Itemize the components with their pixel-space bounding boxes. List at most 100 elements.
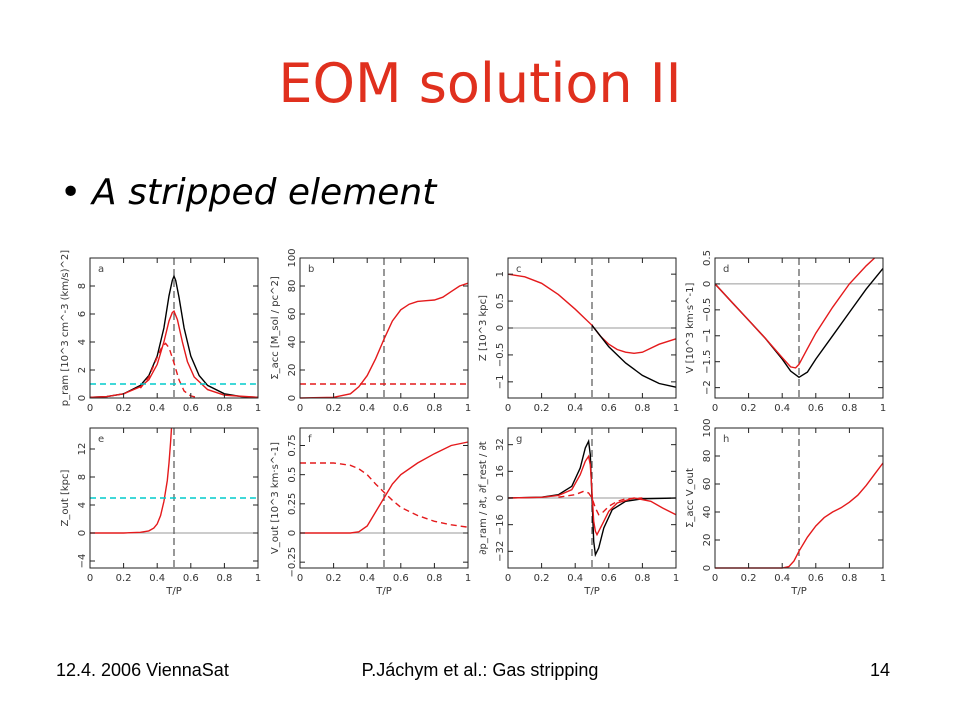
panel-e: 0 0.2 0.4 0.6 0.8 1 −4 0 4 8 12 e Z_out [kpc] T/P [60, 427, 261, 597]
y-tick-label: 0.5 [702, 250, 713, 266]
x-tick-label: 0.8 [841, 403, 857, 414]
slide-title: EOM solution II [278, 52, 682, 115]
x-tick-label: 0.8 [426, 573, 442, 584]
y-axis-label: Σ_acc [M_sol / pc^2] [270, 276, 281, 380]
y-tick-label: 32 [495, 438, 506, 451]
y-tick-label: −4 [77, 554, 88, 569]
series-line-red [300, 441, 469, 534]
x-tick-label: 0.8 [426, 403, 442, 414]
x-tick-label: 0.4 [359, 403, 375, 414]
x-tick-label: 0.4 [774, 403, 790, 414]
y-tick-label: 8 [77, 283, 88, 289]
plot-frame [89, 257, 259, 399]
x-tick-label: 0.6 [183, 403, 199, 414]
y-tick-label: −1 [702, 328, 713, 343]
series-line-red [90, 427, 173, 534]
y-axis-label: V [10^3 km·s^-1] [685, 283, 696, 374]
y-tick-label: −0.25 [287, 547, 298, 578]
y-tick-label: 100 [287, 248, 298, 267]
series-line-black [89, 274, 259, 398]
y-tick-label: 1 [495, 271, 506, 277]
plot-frame [714, 257, 884, 399]
x-tick-label: 1 [880, 403, 886, 414]
y-tick-label: 0 [77, 530, 88, 536]
x-tick-label: 0.2 [116, 403, 132, 414]
panel-g: 0 0.2 0.4 0.6 0.8 1 −32 −16 0 16 32 g ∂p_ram / ∂t, ∂… [478, 427, 679, 597]
panel-letter: e [98, 434, 104, 445]
y-tick-label: 40 [702, 506, 713, 519]
x-tick-label: 0.6 [183, 573, 199, 584]
series-line-red-dashed [300, 462, 469, 528]
x-tick-label: 0.2 [534, 573, 550, 584]
footer-date: 12.4. 2006 ViennaSat [56, 660, 229, 680]
y-axis-label: Σ_acc V_out [685, 468, 696, 528]
y-tick-label: 0 [287, 530, 298, 536]
y-tick-label: 4 [77, 339, 88, 345]
plot-frame [299, 257, 469, 399]
y-tick-label: 8 [77, 474, 88, 480]
y-tick-label: 100 [702, 418, 713, 437]
x-tick-label: 0.4 [567, 573, 583, 584]
y-tick-label: 0.75 [287, 434, 298, 456]
x-tick-label: 1 [880, 573, 886, 584]
plot-frame [714, 427, 884, 569]
x-tick-label: 1 [255, 573, 261, 584]
x-tick-label: 0.6 [393, 403, 409, 414]
x-axis-label: T/P [790, 586, 807, 597]
y-axis-label: V_out [10^3 km·s^-1] [270, 442, 281, 554]
x-tick-label: 0.4 [149, 403, 165, 414]
x-tick-label: 0.6 [601, 573, 617, 584]
figure-panels: 0 0.2 0.4 0.6 0.8 1 0 2 4 6 8 a p_ram [10^3 cm^-3 (k… [60, 248, 886, 597]
x-tick-label: 0 [87, 403, 93, 414]
panel-a: 0 0.2 0.4 0.6 0.8 1 0 2 4 6 8 a p_ram [10^3 cm^-3 (k… [60, 250, 261, 414]
x-tick-label: 1 [255, 403, 261, 414]
y-tick-label: −2 [702, 380, 713, 395]
y-tick-label: 0.25 [287, 493, 298, 515]
panel-letter: h [723, 434, 729, 445]
y-tick-label: 12 [77, 443, 88, 456]
x-axis-label: T/P [583, 586, 600, 597]
x-tick-label: 0.6 [808, 403, 824, 414]
panel-letter: a [98, 264, 104, 275]
y-tick-label: −1.5 [702, 350, 713, 374]
x-tick-label: 0.2 [116, 573, 132, 584]
y-tick-label: −32 [495, 541, 506, 562]
x-tick-label: 1 [673, 403, 679, 414]
y-tick-label: 0.5 [495, 293, 506, 309]
x-tick-label: 0.4 [567, 403, 583, 414]
plot-frame [299, 427, 469, 569]
y-tick-label: 2 [77, 367, 88, 373]
x-tick-label: 0.4 [149, 573, 165, 584]
y-axis-label: Z [10^3 kpc] [478, 295, 489, 361]
x-tick-label: 0.8 [841, 573, 857, 584]
x-tick-label: 0.2 [741, 403, 757, 414]
y-tick-label: 80 [702, 450, 713, 463]
y-axis-label: ∂p_ram / ∂t, ∂f_rest / ∂t [478, 441, 489, 554]
y-tick-label: 0.5 [287, 467, 298, 483]
panel-d: 0 0.2 0.4 0.6 0.8 1 −2 −1.5 −1 −0.5 0 0.5 d V [10^3 k… [685, 250, 886, 414]
x-tick-label: 0.8 [216, 403, 232, 414]
x-tick-label: 1 [465, 403, 471, 414]
y-tick-label: 6 [77, 311, 88, 317]
footer-page-number: 14 [870, 660, 891, 680]
panel-h: 0 0.2 0.4 0.6 0.8 1 0 20 40 60 80 100 h Σ_acc V_out T/… [685, 418, 886, 597]
x-tick-label: 1 [673, 573, 679, 584]
bullet-dot-icon: • [60, 172, 82, 213]
bullet-item: • A stripped element [60, 172, 436, 213]
y-tick-label: 0 [702, 565, 713, 571]
x-tick-label: 0.6 [393, 573, 409, 584]
x-tick-label: 0.2 [741, 573, 757, 584]
y-tick-label: 80 [287, 280, 298, 293]
y-tick-label: 20 [702, 534, 713, 547]
panel-letter: f [308, 434, 312, 445]
footer-author: P.Jáchym et al.: Gas stripping [361, 660, 599, 680]
x-tick-label: 0.2 [534, 403, 550, 414]
y-axis-label: p_ram [10^3 cm^-3 (km/s)^2] [60, 250, 71, 406]
series-line-red [299, 282, 469, 399]
plot-frame [89, 427, 259, 569]
x-tick-label: 0.6 [601, 403, 617, 414]
panel-b: 0 0.2 0.4 0.6 0.8 1 0 20 40 60 80 100 b Σ_acc [M_sol … [270, 248, 471, 414]
y-tick-label: −0.5 [495, 343, 506, 367]
x-tick-label: 1 [465, 573, 471, 584]
x-tick-label: 0 [505, 403, 511, 414]
